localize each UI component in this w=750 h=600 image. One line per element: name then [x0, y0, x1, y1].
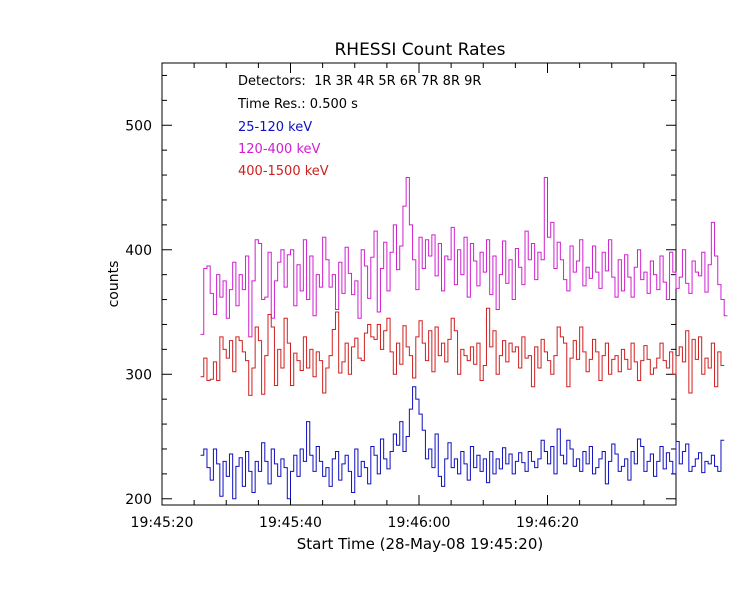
- series-line-25-120-kev: [200, 386, 725, 500]
- x-tick-label: 19:45:40: [259, 515, 322, 531]
- x-tick-label: 19:46:00: [388, 515, 451, 531]
- y-axis-label: counts: [106, 261, 122, 308]
- x-axis-label: Start Time (28-May-08 19:45:20): [297, 535, 543, 553]
- legend: 25-120 keV 120-400 keV 400-1500 keV: [238, 120, 329, 179]
- series-line-400-1500-kev: [200, 307, 725, 396]
- series-line-120-400-kev: [200, 177, 728, 338]
- y-tick-label: 500: [125, 118, 152, 134]
- annotation-detectors: Detectors: 1R 3R 4R 5R 6R 7R 8R 9R: [238, 74, 481, 89]
- y-axis-ticks: 200 300 400 500: [125, 74, 676, 508]
- legend-label-25-120-kev: 25-120 keV: [238, 120, 312, 135]
- annotation-time-res: Time Res.: 0.500 s: [237, 97, 358, 112]
- legend-label-400-1500-kev: 400-1500 keV: [238, 164, 329, 179]
- chart-title: RHESSI Count Rates: [334, 40, 505, 60]
- x-tick-label: 19:46:20: [516, 515, 579, 531]
- legend-label-120-400-kev: 120-400 keV: [238, 142, 321, 157]
- y-tick-label: 400: [125, 243, 152, 259]
- series-layer: [200, 177, 728, 500]
- x-axis-ticks: 19:45:20 19:45:40 19:46:00 19:46:20: [131, 63, 677, 531]
- y-tick-label: 200: [125, 492, 152, 508]
- x-tick-label: 19:45:20: [131, 515, 194, 531]
- y-tick-label: 300: [125, 367, 152, 383]
